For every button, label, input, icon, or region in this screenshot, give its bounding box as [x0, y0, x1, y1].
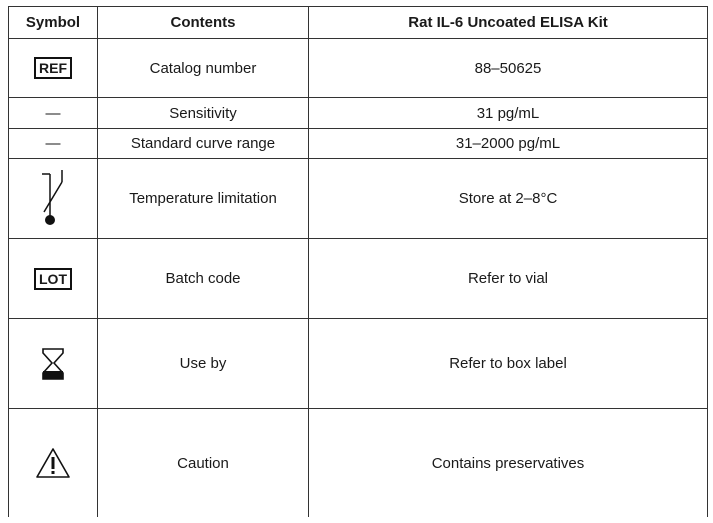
contents-cell: Standard curve range — [97, 128, 309, 159]
symbol-cell — [8, 158, 98, 239]
caution-icon — [36, 448, 70, 478]
value-cell: Refer to box label — [308, 318, 708, 409]
symbol-cell: — — [8, 97, 98, 129]
contents-cell: Caution — [97, 408, 309, 517]
header-row: Symbol Contents Rat IL-6 Uncoated ELISA … — [8, 6, 708, 39]
row: — Sensitivity 31 pg/mL — [8, 97, 708, 129]
value-cell: 31–2000 pg/mL — [308, 128, 708, 159]
symbol-cell: — — [8, 128, 98, 159]
value-cell: Refer to vial — [308, 238, 708, 319]
hourglass-icon — [42, 347, 64, 380]
symbol-cell — [8, 408, 98, 517]
header-cell: Symbol — [8, 6, 98, 39]
value-cell: Contains preservatives — [308, 408, 708, 517]
row: Temperature limitation Store at 2–8°C — [8, 158, 708, 239]
header-cell: Rat IL-6 Uncoated ELISA Kit — [308, 6, 708, 39]
value-cell: Store at 2–8°C — [308, 158, 708, 239]
symbol-cell: REF — [8, 38, 98, 98]
header-cell: Contents — [97, 6, 309, 39]
contents-cell: Batch code — [97, 238, 309, 319]
temperature-icon — [42, 169, 63, 225]
row: Use by Refer to box label — [8, 318, 708, 409]
symbol-cell: LOT — [8, 238, 98, 319]
contents-cell: Sensitivity — [97, 97, 309, 129]
symbol-cell — [8, 318, 98, 409]
contents-cell: Use by — [97, 318, 309, 409]
symbol-table: Symbol Contents Rat IL-6 Uncoated ELISA … — [8, 6, 708, 517]
row: REF Catalog number 88–50625 — [8, 38, 708, 98]
contents-cell: Temperature limitation — [97, 158, 309, 239]
ref-symbol: REF — [34, 57, 72, 79]
value-cell: 31 pg/mL — [308, 97, 708, 129]
value-cell: 88–50625 — [308, 38, 708, 98]
contents-cell: Catalog number — [97, 38, 309, 98]
lot-symbol: LOT — [34, 267, 72, 290]
row: Caution Contains preservatives — [8, 408, 708, 517]
row: LOT Batch code Refer to vial — [8, 238, 708, 319]
row: — Standard curve range 31–2000 pg/mL — [8, 128, 708, 159]
